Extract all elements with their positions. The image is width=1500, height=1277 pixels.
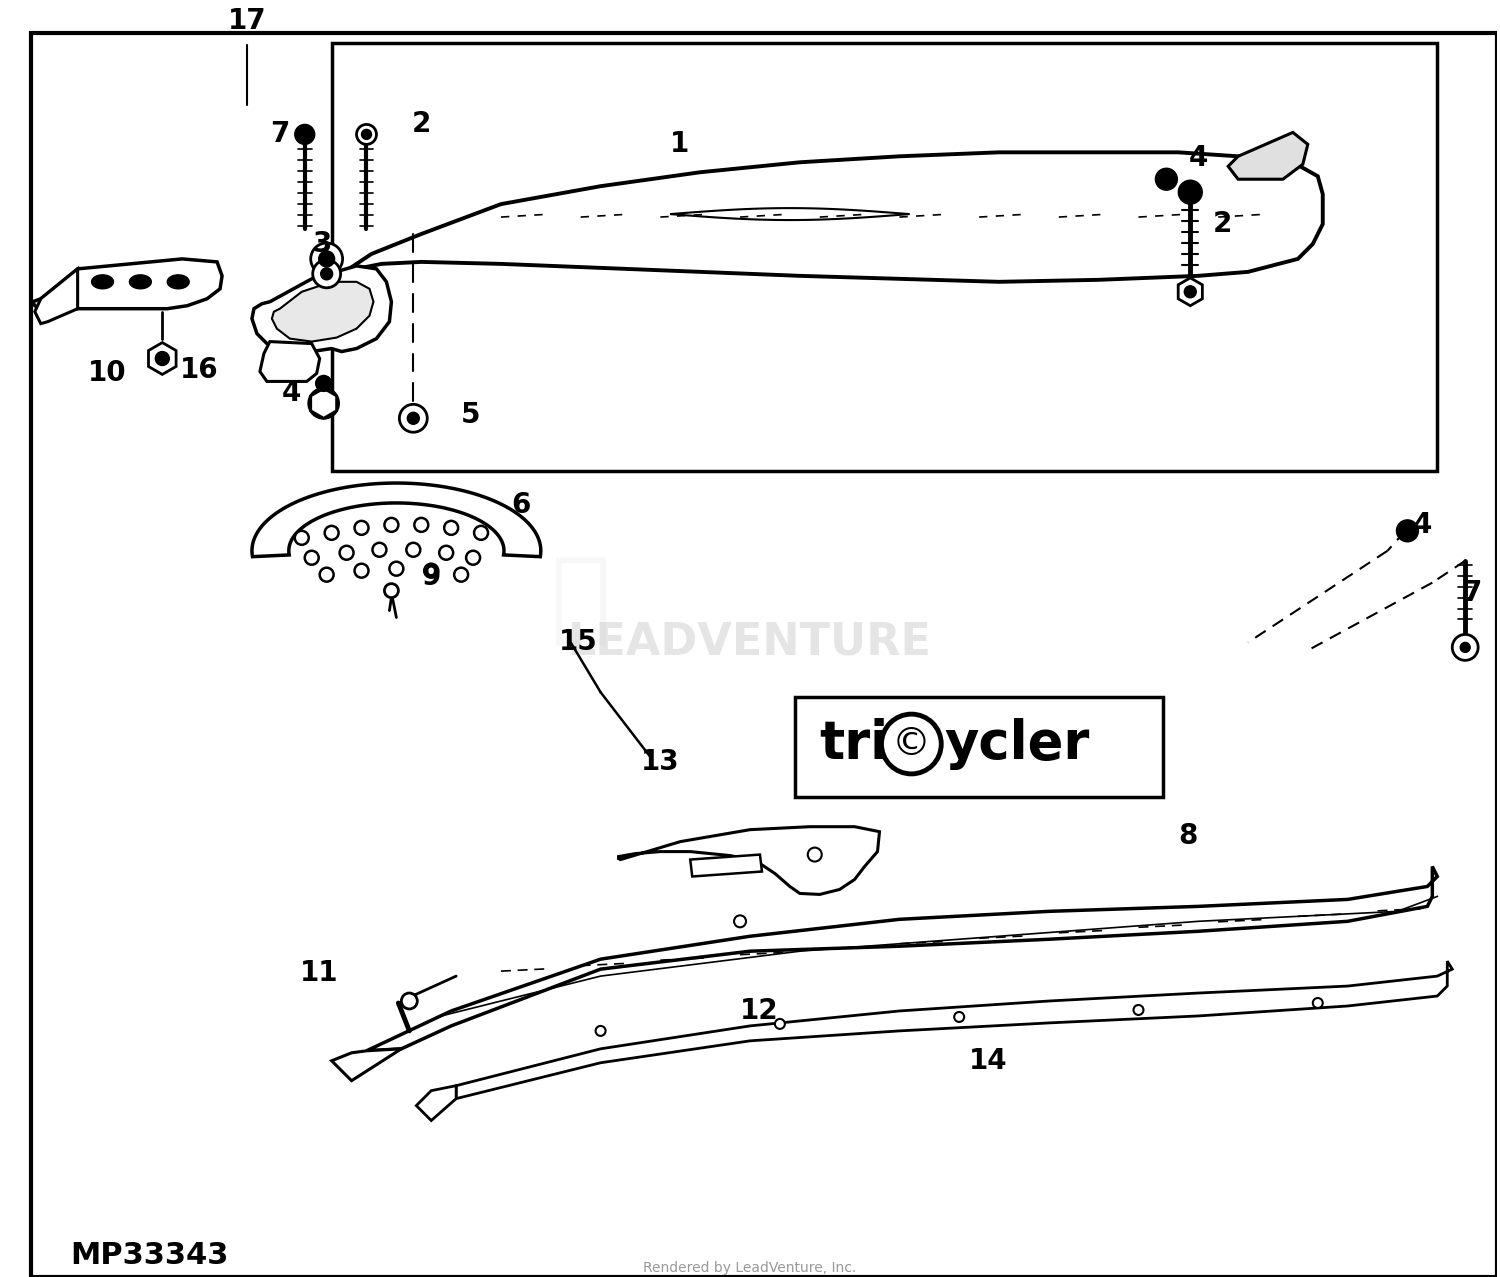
Polygon shape [272, 282, 374, 341]
Polygon shape [252, 266, 392, 351]
Circle shape [808, 848, 822, 862]
Circle shape [466, 550, 480, 564]
Circle shape [414, 518, 429, 531]
Circle shape [399, 405, 427, 432]
Circle shape [390, 562, 404, 576]
Text: 12: 12 [740, 997, 778, 1025]
Circle shape [882, 714, 942, 774]
Circle shape [954, 1011, 964, 1022]
Circle shape [156, 351, 170, 365]
Text: MP33343: MP33343 [70, 1240, 230, 1269]
Text: 2: 2 [1214, 209, 1233, 238]
Text: 🦌: 🦌 [550, 552, 610, 649]
Polygon shape [34, 269, 78, 323]
Polygon shape [168, 275, 189, 289]
Text: 5: 5 [460, 401, 480, 429]
Text: 1: 1 [670, 130, 690, 158]
Circle shape [324, 526, 339, 540]
Text: 15: 15 [558, 628, 597, 656]
Circle shape [1179, 180, 1202, 204]
Circle shape [1312, 999, 1323, 1008]
Circle shape [1155, 169, 1178, 190]
Circle shape [424, 563, 438, 577]
Text: 8: 8 [1179, 821, 1197, 849]
Circle shape [596, 1025, 606, 1036]
Polygon shape [1228, 133, 1308, 179]
Circle shape [1134, 1005, 1143, 1015]
Text: 4: 4 [1188, 144, 1208, 172]
Circle shape [408, 412, 420, 424]
Text: 7: 7 [1462, 578, 1482, 607]
Circle shape [776, 1019, 784, 1029]
Circle shape [440, 545, 453, 559]
Polygon shape [417, 1085, 456, 1120]
Circle shape [406, 543, 420, 557]
Circle shape [444, 521, 458, 535]
Polygon shape [92, 275, 114, 289]
Text: 14: 14 [969, 1047, 1008, 1075]
Text: 16: 16 [180, 356, 219, 384]
Circle shape [1452, 635, 1478, 660]
Circle shape [320, 568, 333, 581]
Circle shape [402, 994, 417, 1009]
Circle shape [309, 388, 339, 419]
Circle shape [384, 584, 399, 598]
Polygon shape [129, 275, 152, 289]
Circle shape [296, 531, 309, 545]
Polygon shape [252, 483, 542, 557]
Circle shape [339, 545, 354, 559]
Circle shape [354, 521, 369, 535]
Circle shape [372, 543, 387, 557]
Circle shape [734, 916, 746, 927]
Text: 13: 13 [640, 748, 680, 776]
Polygon shape [297, 152, 1323, 314]
Bar [332, 42, 1437, 471]
Polygon shape [366, 867, 1437, 1051]
Circle shape [1185, 286, 1197, 298]
Circle shape [1396, 520, 1419, 541]
Circle shape [312, 261, 340, 287]
Polygon shape [690, 854, 762, 876]
Circle shape [474, 526, 488, 540]
Circle shape [318, 252, 334, 267]
Circle shape [315, 375, 332, 391]
Circle shape [310, 243, 342, 275]
Polygon shape [670, 208, 909, 220]
Polygon shape [260, 341, 320, 382]
Text: Rendered by LeadVenture, Inc.: Rendered by LeadVenture, Inc. [644, 1260, 856, 1274]
Text: ycler: ycler [944, 718, 1089, 770]
Polygon shape [618, 826, 879, 894]
Text: 3: 3 [312, 230, 332, 258]
Text: 4: 4 [1413, 511, 1432, 539]
Text: 11: 11 [300, 959, 339, 987]
Polygon shape [33, 259, 222, 312]
Polygon shape [332, 1048, 402, 1080]
Circle shape [354, 563, 369, 577]
Text: 4: 4 [282, 379, 302, 407]
Circle shape [321, 268, 333, 280]
Text: ©: © [892, 725, 932, 764]
Text: 7: 7 [270, 120, 290, 148]
Circle shape [362, 129, 372, 139]
Circle shape [1460, 642, 1470, 653]
Text: 6: 6 [512, 490, 531, 518]
Text: 9: 9 [422, 563, 441, 591]
Text: tri: tri [819, 718, 890, 770]
Polygon shape [456, 962, 1452, 1098]
Text: 2: 2 [411, 110, 430, 138]
Circle shape [384, 518, 399, 531]
Circle shape [296, 124, 315, 144]
Text: 10: 10 [87, 359, 126, 387]
Bar [795, 697, 1164, 797]
Circle shape [454, 568, 468, 581]
Circle shape [304, 550, 318, 564]
Circle shape [357, 124, 376, 144]
Text: 17: 17 [228, 6, 267, 34]
Text: LEADVENTURE: LEADVENTURE [568, 621, 932, 664]
